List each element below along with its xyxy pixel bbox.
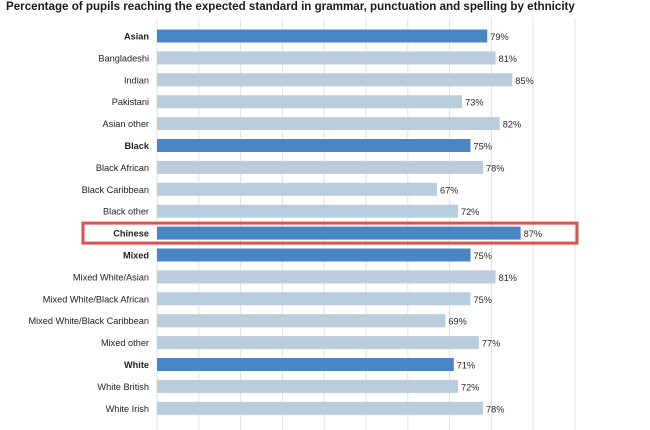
category-labels: Asian Bangladeshi Indian Pakistani Asian oth… [28,32,149,414]
bar-pakistani [157,95,463,109]
category-label-mixed-other: Mixed other [101,338,149,348]
category-label-mixed-white-black-caribbean: Mixed White/Black Caribbean [28,316,149,326]
value-label-chinese: 87% [524,229,542,239]
value-label-mixed-other: 77% [482,339,500,349]
highlight-layer [81,221,579,245]
category-label-asian-other: Asian other [103,119,149,129]
bar-black-african [157,160,484,174]
value-label-asian: 79% [490,32,508,42]
value-label-mixed-white-asian: 81% [499,273,517,283]
value-label-black: 75% [474,142,492,152]
bar-white-british [157,379,458,393]
bar-mixed-white-asian [157,270,496,284]
bar-black [157,139,471,152]
bar-asian [157,29,488,43]
value-label-white: 71% [457,361,475,371]
bar-chinese [157,226,521,240]
value-label-asian-other: 82% [503,120,521,130]
highlight-box [81,221,579,245]
bar-mixed-white-black-african [157,292,471,306]
chart-title: Percentage of pupils reaching the expect… [6,0,575,13]
bar-mixed [157,248,471,262]
category-label-white: White [124,360,149,370]
bar-black-caribbean [157,182,438,196]
value-label-white-british: 72% [461,382,479,392]
category-label-black-caribbean: Black Caribbean [82,185,149,195]
bar-white-irish [157,401,484,415]
value-label-white-irish: 78% [486,404,504,414]
value-label-mixed: 75% [474,251,492,261]
category-label-indian: Indian [124,75,149,85]
value-label-black-african: 78% [486,163,504,173]
category-label-black-african: Black African [96,163,149,173]
value-label-mixed-white-black-african: 75% [474,295,492,305]
bar-white [157,358,454,371]
category-label-asian: Asian [124,32,149,42]
bar-mixed-white-black-caribbean [157,314,446,328]
value-label-mixed-white-black-caribbean: 69% [448,317,466,327]
category-label-white-british: White British [97,382,149,392]
value-label-black-caribbean: 67% [440,185,458,195]
category-label-white-irish: White Irish [106,404,149,414]
category-label-black-other: Black other [103,207,149,217]
category-label-mixed: Mixed [123,251,149,261]
bars [157,29,521,415]
value-label-pakistani: 73% [465,98,483,108]
value-labels: 79% 81% 85% 73% 82% 75% 78% 67% 72% 87% 75% 81% 75% 6… [440,32,542,414]
category-label-bangladeshi: Bangladeshi [98,53,149,63]
bar-asian-other [157,117,500,131]
category-label-mixed-white-black-african: Mixed White/Black African [43,294,149,304]
bar-black-other [157,204,458,218]
value-label-bangladeshi: 81% [499,54,517,64]
value-label-black-other: 72% [461,207,479,217]
category-label-black: Black [124,141,149,151]
value-label-indian: 85% [515,76,533,86]
category-label-pakistani: Pakistani [112,97,149,107]
bar-indian [157,73,513,87]
bar-mixed-other [157,336,479,350]
category-label-mixed-white-asian: Mixed White/Asian [73,272,149,282]
category-label-chinese: Chinese [113,229,149,239]
bar-bangladeshi [157,51,496,65]
